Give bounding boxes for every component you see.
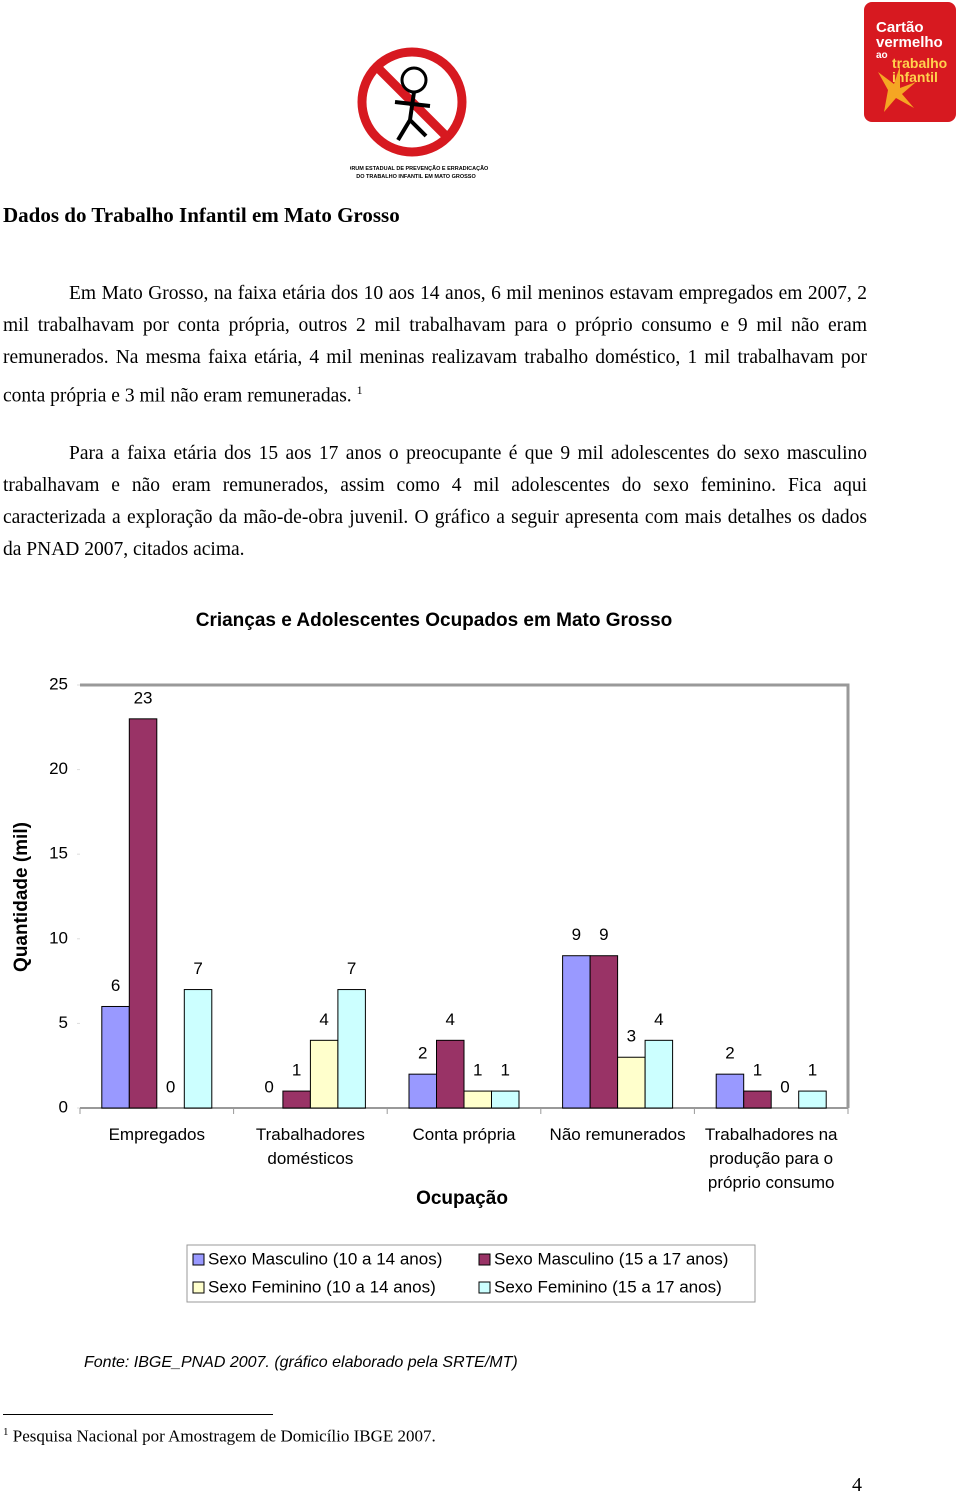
- bar: [562, 955, 591, 1109]
- y-tick-label: 20: [49, 759, 68, 778]
- paragraph: Em Mato Grosso, na faixa etária dos 10 a…: [3, 278, 867, 413]
- data-label: 2: [725, 1044, 734, 1063]
- plot-frame: [80, 683, 850, 1108]
- y-tick-label: 15: [49, 844, 68, 863]
- logo-text: vermelho: [876, 34, 943, 51]
- x-tick-label: Conta própria: [412, 1125, 516, 1144]
- legend-swatch: [478, 1253, 491, 1266]
- legend-label: Sexo Feminino (15 a 17 anos): [494, 1277, 722, 1296]
- legend-swatch: [192, 1281, 205, 1294]
- data-label: 0: [264, 1077, 273, 1096]
- footnote-ref: 1: [356, 383, 363, 397]
- paragraph: Para a faixa etária dos 15 aos 17 anos o…: [3, 443, 867, 560]
- chart-svg: Crianças e Adolescentes Ocupados em Mato…: [11, 610, 850, 1303]
- bar: [128, 718, 158, 1109]
- logo-text: DO TRABALHO INFANTIL EM MATO GROSSO: [356, 174, 476, 180]
- bar: [183, 989, 213, 1109]
- paragraph-text: Em Mato Grosso, na faixa etária dos 10 a…: [3, 283, 867, 407]
- legend-label: Sexo Masculino (15 a 17 anos): [494, 1249, 728, 1268]
- chart: Crianças e Adolescentes Ocupados em Mato…: [0, 600, 960, 1320]
- bar: [798, 1090, 827, 1109]
- legend-label: Sexo Masculino (10 a 14 anos): [208, 1249, 442, 1268]
- bar: [436, 1039, 465, 1109]
- logo-text: trabalho: [892, 55, 947, 71]
- bar: [101, 1005, 130, 1109]
- data-label: 23: [134, 688, 153, 707]
- bar: [463, 1090, 492, 1109]
- logo-text: infantil: [892, 69, 938, 85]
- footnote: 1 Pesquisa Nacional por Amostragem de Do…: [3, 1426, 436, 1447]
- data-label: 2: [418, 1044, 427, 1063]
- bar: [491, 1090, 520, 1109]
- x-axis-label: Ocupação: [416, 1188, 508, 1209]
- footnote-text: Pesquisa Nacional por Amostragem de Domi…: [12, 1426, 436, 1446]
- data-label: 7: [347, 959, 356, 978]
- data-label: 0: [780, 1077, 789, 1096]
- x-tick-label: Não remunerados: [549, 1125, 686, 1144]
- bar: [743, 1090, 772, 1109]
- data-label: 9: [572, 925, 581, 944]
- bar: [644, 1039, 674, 1109]
- logo-text: ao: [876, 50, 888, 61]
- x-tick-label: Empregados: [108, 1125, 205, 1144]
- legend: [186, 1244, 756, 1303]
- source: Fonte: IBGE_PNAD 2007. (gráfico elaborad…: [84, 1354, 518, 1371]
- y-tick-label: 25: [49, 674, 68, 693]
- bar: [617, 1056, 646, 1109]
- data-label: 6: [111, 976, 120, 995]
- legend-swatch: [192, 1253, 205, 1266]
- x-tick-label: Trabalhadores na produção para o próprio…: [704, 1125, 838, 1192]
- data-label: 1: [292, 1061, 301, 1080]
- bar: [408, 1073, 437, 1109]
- data-label: 4: [319, 1010, 328, 1029]
- doc-title: Dados do Trabalho Infantil em Mato Gross…: [3, 203, 400, 227]
- logo-text: FÓRUM ESTADUAL DE PREVENÇÃO E ERRADICAÇÃ…: [350, 164, 489, 172]
- x-tick-label: Trabalhadores domésticos: [255, 1125, 365, 1168]
- y-axis-label: Quantidade (mil): [11, 822, 32, 972]
- y-tick-label: 5: [59, 1013, 68, 1032]
- data-label: 1: [753, 1061, 762, 1080]
- data-label: 1: [473, 1061, 482, 1080]
- data-label: 1: [501, 1061, 510, 1080]
- data-label: 3: [627, 1027, 636, 1046]
- page-number: 4: [852, 1474, 862, 1496]
- footnote-mark: 1: [3, 1426, 9, 1438]
- footnote-rule: [3, 1414, 273, 1415]
- bar: [309, 1039, 339, 1109]
- data-label: 9: [599, 925, 608, 944]
- chart-title: Crianças e Adolescentes Ocupados em Mato…: [196, 610, 673, 631]
- data-label: 1: [808, 1061, 817, 1080]
- legend-swatch: [478, 1281, 491, 1294]
- bar: [589, 955, 619, 1109]
- y-tick-label: 0: [59, 1097, 68, 1116]
- logo-left: FÓRUM ESTADUAL DE PREVENÇÃO E ERRADICAÇÃ…: [350, 47, 489, 180]
- bar: [282, 1090, 311, 1109]
- data-label: 7: [193, 959, 202, 978]
- data-label: 4: [654, 1010, 663, 1029]
- logo-text: Cartão: [876, 19, 924, 36]
- data-label: 4: [446, 1010, 455, 1029]
- data-label: 0: [166, 1077, 175, 1096]
- bar: [337, 989, 366, 1109]
- bar: [715, 1073, 745, 1109]
- legend-label: Sexo Feminino (10 a 14 anos): [208, 1277, 436, 1296]
- y-tick-label: 10: [49, 928, 68, 947]
- logo-right: Cartão vermelho ao trabalho infantil: [864, 2, 956, 122]
